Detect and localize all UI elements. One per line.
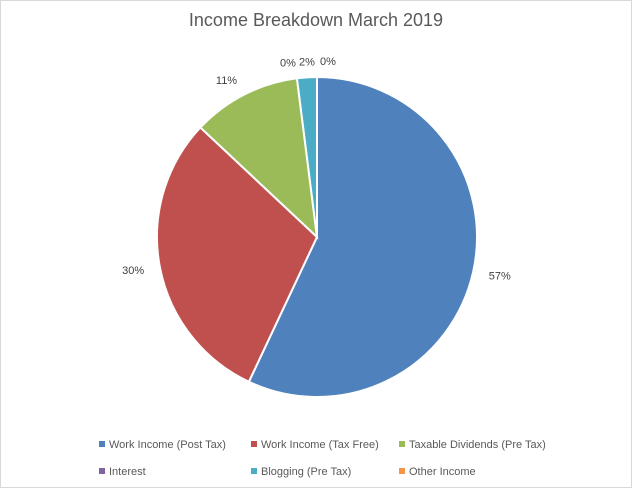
legend-swatch xyxy=(251,468,257,474)
data-label-blogging-pre-tax: 2% xyxy=(299,56,315,68)
legend-swatch xyxy=(99,441,105,447)
legend-label: Other Income xyxy=(409,466,476,478)
legend-label: Taxable Dividends (Pre Tax) xyxy=(409,439,546,451)
legend-label: Work Income (Post Tax) xyxy=(109,439,226,451)
slice-taxable-dividends-pre-tax xyxy=(198,77,319,240)
legend-label: Blogging (Pre Tax) xyxy=(261,466,352,478)
data-labels: 57%30%11%0% 2% 0% xyxy=(122,56,511,282)
legend-item-blogging-pre-tax: Blogging (Pre Tax) xyxy=(251,465,351,479)
legend-swatch xyxy=(399,441,405,447)
slice-work-income-post-tax xyxy=(247,75,478,398)
legend-item-other-income: Other Income xyxy=(399,465,476,479)
legend-swatch xyxy=(99,468,105,474)
data-label-other-income: 0% xyxy=(320,56,336,68)
legend-item-taxable-dividends-pre-tax: Taxable Dividends (Pre Tax) xyxy=(399,438,546,452)
legend-label: Work Income (Tax Free) xyxy=(261,439,379,451)
data-label-interest: 0% xyxy=(280,57,296,69)
slice-blogging-pre-tax xyxy=(295,75,318,238)
legend-swatch xyxy=(251,441,257,447)
data-label-taxable-dividends-pre-tax: 11% xyxy=(216,75,237,87)
legend-item-interest: Interest xyxy=(99,465,146,479)
data-label-work-income-post-tax: 57% xyxy=(489,270,511,282)
legend-item-work-income-post-tax: Work Income (Post Tax) xyxy=(99,438,226,452)
slice-work-income-tax-free xyxy=(156,126,319,384)
legend-swatch xyxy=(399,468,405,474)
data-label-work-income-tax-free: 30% xyxy=(122,265,144,277)
chart-title: Income Breakdown March 2019 xyxy=(188,10,444,30)
legend-label: Interest xyxy=(109,466,146,478)
legend-item-work-income-tax-free: Work Income (Tax Free) xyxy=(251,438,379,452)
pie-slices xyxy=(156,75,478,398)
